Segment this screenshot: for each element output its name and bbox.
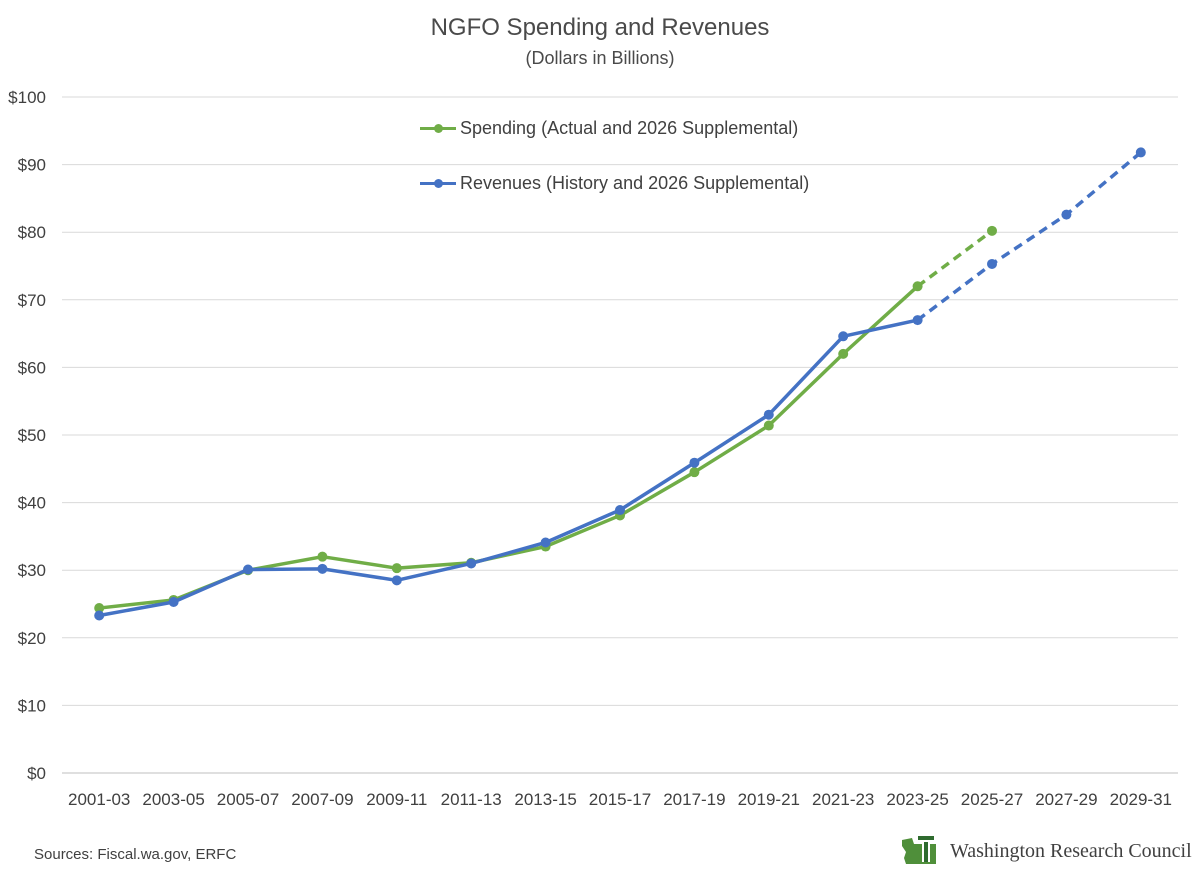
- x-tick-label: 2005-07: [217, 790, 279, 809]
- x-tick-label: 2017-19: [663, 790, 725, 809]
- legend-label-revenues: Revenues (History and 2026 Supplemental): [460, 172, 810, 193]
- series-line-dashed: [916, 229, 994, 288]
- source-note: Sources: Fiscal.wa.gov, ERFC: [34, 846, 237, 863]
- y-tick-label: $0: [27, 764, 46, 783]
- series-layer: [94, 147, 1146, 621]
- washington-state-logo-icon: [902, 836, 936, 864]
- data-point: [912, 315, 923, 326]
- y-tick-label: $90: [18, 156, 46, 175]
- data-point: [1135, 147, 1146, 158]
- legend-swatch-spending: [420, 115, 456, 141]
- data-point: [1061, 209, 1072, 220]
- data-point: [168, 596, 179, 607]
- x-tick-label: 2001-03: [68, 790, 130, 809]
- data-point: [763, 420, 774, 431]
- data-point: [987, 225, 997, 236]
- x-tick-label: 2013-15: [514, 790, 576, 809]
- y-tick-label: $30: [18, 561, 46, 580]
- data-point: [391, 575, 402, 586]
- y-tick-label: $60: [18, 358, 46, 377]
- y-tick-label: $100: [8, 88, 46, 107]
- data-point: [689, 467, 700, 478]
- series-line-dashed: [916, 151, 1142, 322]
- y-tick-label: $20: [18, 629, 46, 648]
- series-1: [94, 147, 1146, 621]
- data-point: [763, 409, 774, 420]
- data-point: [466, 558, 477, 569]
- brand: Washington Research Council: [900, 834, 1192, 868]
- x-tick-label: 2003-05: [142, 790, 204, 809]
- x-tick-label: 2029-31: [1110, 790, 1172, 809]
- y-tick-label: $50: [18, 426, 46, 445]
- data-point: [391, 563, 402, 574]
- data-point: [838, 331, 849, 342]
- x-tick-label: 2015-17: [589, 790, 651, 809]
- data-point: [615, 505, 625, 516]
- legend-label-spending: Spending (Actual and 2026 Supplemental): [460, 117, 799, 138]
- x-tick-label: 2007-09: [291, 790, 353, 809]
- data-point: [689, 457, 700, 468]
- y-tick-label: $70: [18, 291, 46, 310]
- data-point: [243, 564, 253, 575]
- x-tick-label: 2021-23: [812, 790, 874, 809]
- legend-item-revenues: Revenues (History and 2026 Supplemental): [420, 170, 809, 196]
- legend-item-spending: Spending (Actual and 2026 Supplemental): [420, 115, 798, 141]
- legend-swatch-revenues: [420, 170, 456, 196]
- data-point: [94, 610, 105, 621]
- y-axis-ticks: $0 $10 $20 $30 $40 $50 $60 $70 $80 $90 $100: [8, 88, 46, 783]
- x-tick-label: 2011-13: [441, 790, 502, 809]
- series-line-solid: [97, 284, 920, 610]
- chart-subtitle: (Dollars in Billions): [525, 48, 675, 68]
- data-point: [94, 603, 105, 614]
- data-point: [838, 348, 849, 359]
- data-point: [987, 258, 997, 269]
- brand-name: Washington Research Council: [950, 839, 1192, 862]
- series-line-solid: [97, 318, 920, 618]
- x-tick-label: 2027-29: [1035, 790, 1097, 809]
- x-tick-label: 2023-25: [886, 790, 948, 809]
- y-tick-label: $10: [18, 696, 46, 715]
- data-point: [912, 281, 923, 292]
- data-point: [540, 537, 551, 548]
- y-tick-label: $40: [18, 494, 46, 513]
- series-0: [94, 225, 997, 614]
- grid-layer: [62, 96, 1178, 774]
- chart-title: NGFO Spending and Revenues: [430, 14, 770, 41]
- x-axis-ticks: 2001-03 2003-05 2005-07 2007-09 2009-11 2011-…: [68, 790, 1172, 809]
- data-point: [317, 551, 328, 562]
- x-tick-label: 2019-21: [738, 790, 800, 809]
- x-tick-label: 2025-27: [961, 790, 1023, 809]
- x-tick-label: 2009-11: [366, 790, 427, 809]
- y-tick-label: $80: [18, 223, 46, 242]
- data-point: [317, 563, 328, 574]
